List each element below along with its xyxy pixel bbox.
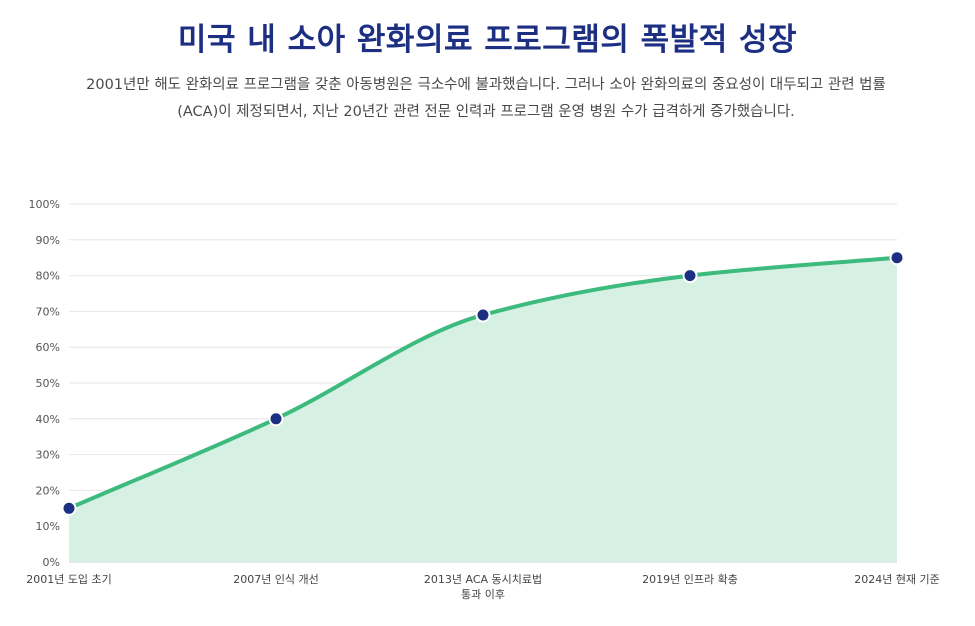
x-tick-label: 2024년 현재 기준 — [854, 573, 940, 586]
y-tick-label: 100% — [29, 198, 60, 211]
data-point-3[interactable] — [475, 307, 491, 323]
area-fill-layer — [69, 257, 897, 562]
data-point-1[interactable] — [61, 500, 77, 516]
x-axis-ticks: 2001년 도입 초기 2007년 인식 개선 2013년 ACA 동시치료법 통과 … — [26, 573, 940, 601]
y-tick-label: 60% — [36, 341, 60, 354]
data-point-4[interactable] — [682, 268, 698, 284]
y-tick-label: 20% — [36, 484, 60, 497]
y-tick-label: 50% — [36, 377, 60, 390]
y-tick-label: 90% — [36, 234, 60, 247]
y-tick-label: 10% — [36, 520, 60, 533]
y-axis-ticks: 0% 10% 20% 30% 40% 50% 60% 70% 80% 90% 100% — [29, 198, 60, 569]
y-tick-label: 40% — [36, 413, 60, 426]
y-tick-label: 0% — [43, 556, 60, 569]
x-tick-label: 2013년 ACA 동시치료법 통과 이후 — [424, 573, 542, 601]
page-subtitle: 2001년만 해도 완화의료 프로그램을 갖춘 아동병원은 극소수에 불과했습니… — [86, 77, 886, 120]
data-point-5[interactable] — [889, 250, 905, 266]
x-tick-label: 2007년 인식 개선 — [233, 573, 319, 586]
x-tick-label: 2019년 인프라 확충 — [642, 573, 738, 586]
area-fill — [69, 257, 897, 562]
y-tick-label: 30% — [36, 449, 60, 462]
data-point-2[interactable] — [268, 411, 284, 427]
page-title: 미국 내 소아 완화의료 프로그램의 폭발적 성장 — [177, 22, 798, 58]
y-tick-label: 80% — [36, 270, 60, 283]
data-markers — [61, 250, 905, 516]
x-tick-label: 2001년 도입 초기 — [26, 573, 112, 586]
y-tick-label: 70% — [36, 305, 60, 318]
